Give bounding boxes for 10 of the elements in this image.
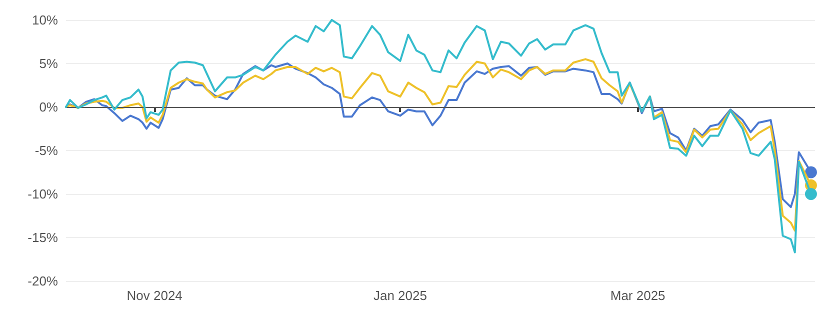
x-tick-label: Nov 2024	[126, 288, 182, 303]
x-tick-label: Jan 2025	[373, 288, 427, 303]
y-tick-label: -15%	[28, 230, 58, 245]
x-tick-label: Mar 2025	[610, 288, 666, 303]
y-tick-label: 10%	[32, 12, 58, 28]
y-tick-label: -10%	[28, 186, 58, 202]
y-tick-label: -20%	[28, 274, 58, 288]
y-tick-label: -5%	[34, 143, 58, 158]
y-tick-label: 5%	[39, 56, 58, 71]
y-tick-label: 0%	[39, 100, 58, 114]
